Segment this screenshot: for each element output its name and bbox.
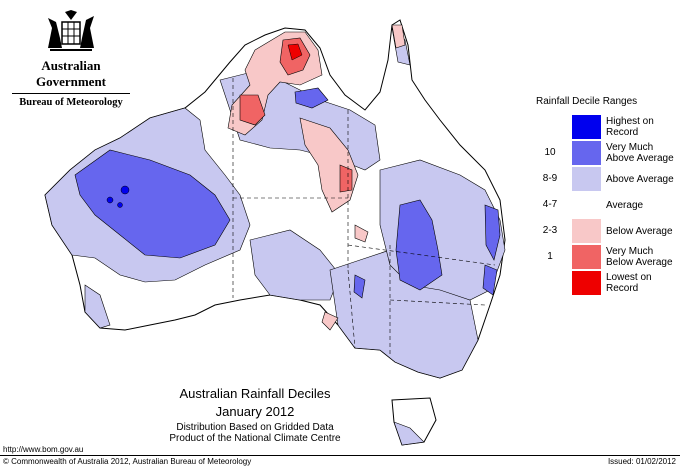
legend-title: Rainfall Decile Ranges <box>536 96 638 107</box>
very-much-above-average-regions <box>74 87 501 299</box>
map-title: Australian Rainfall Deciles <box>179 386 331 401</box>
legend-label: Lowest on Record <box>606 272 652 294</box>
government-logo: Australian Government Bureau of Meteorol… <box>8 8 134 108</box>
legend-range: 2-3 <box>542 225 558 236</box>
issued-date: Issued: 01/02/2012 <box>607 457 676 466</box>
legend-row-very-much-above: 10 Very Much Above Average <box>534 141 680 165</box>
legend-swatch-lowest <box>572 271 601 295</box>
map-titles: Australian Rainfall Deciles January 2012… <box>120 386 390 444</box>
legend: Highest on Record 10 Very Much Above Ave… <box>534 115 680 297</box>
coat-of-arms-icon <box>48 10 94 51</box>
legend-swatch-below <box>572 219 601 243</box>
bureau-name: Bureau of Meteorology <box>19 97 123 108</box>
legend-row-highest: Highest on Record <box>534 115 680 139</box>
legend-label: Above Average <box>606 173 674 185</box>
legend-label: Highest on Record <box>606 116 654 138</box>
footer-divider <box>0 455 680 456</box>
legend-row-very-much-below: 1 Very Much Below Average <box>534 245 680 269</box>
header-divider <box>12 93 130 94</box>
legend-range: 4-7 <box>542 199 558 210</box>
legend-label: Very Much Below Average <box>606 246 673 268</box>
legend-swatch-very-much-above <box>572 141 601 165</box>
legend-swatch-very-much-below <box>572 245 601 269</box>
lowest-on-record-spots <box>287 43 303 61</box>
legend-range: 1 <box>547 251 553 262</box>
government-name: Australian Government <box>35 58 107 89</box>
legend-row-below: 2-3 Below Average <box>534 219 680 243</box>
legend-label: Average <box>606 199 644 211</box>
legend-range: 10 <box>544 147 556 158</box>
legend-swatch-above <box>572 167 601 191</box>
website-link[interactable]: http://www.bom.gov.au <box>3 445 84 454</box>
map-period: January 2012 <box>215 404 295 419</box>
legend-label: Very Much Above Average <box>606 142 674 164</box>
legend-row-above: 8-9 Above Average <box>534 167 680 191</box>
legend-row-lowest: Lowest on Record <box>534 271 680 295</box>
legend-row-average: 4-7 Average <box>534 193 680 217</box>
legend-swatch-average <box>572 193 601 217</box>
highest-on-record-spots <box>106 185 130 208</box>
legend-label: Below Average <box>606 225 673 237</box>
legend-range: 8-9 <box>542 173 558 184</box>
state-borders <box>232 78 496 355</box>
map-subtitle: Distribution Based on Gridded Data <box>176 422 334 433</box>
legend-swatch-highest <box>572 115 601 139</box>
copyright-text: © Commonwealth of Australia 2012, Austra… <box>3 457 252 466</box>
map-product-note: Product of the National Climate Centre <box>169 433 341 444</box>
